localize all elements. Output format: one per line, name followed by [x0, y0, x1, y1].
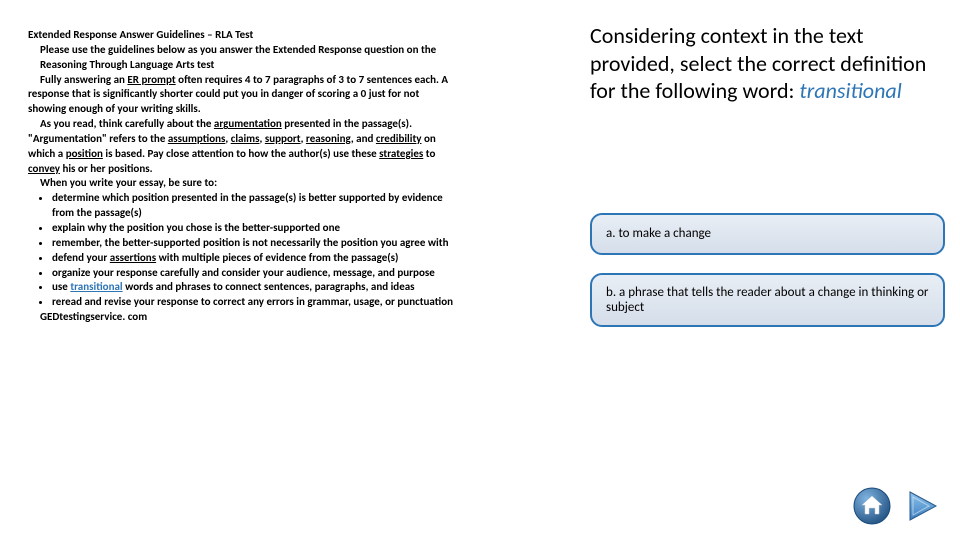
home-icon[interactable] — [852, 486, 892, 526]
bullet-4: defend your assertions with multiple pie… — [52, 251, 458, 266]
question-keyword: transitional — [799, 77, 901, 104]
bullet-3: remember, the better-supported position … — [52, 236, 458, 251]
bullet-5: organize your response carefully and con… — [52, 266, 458, 281]
answer-option-a[interactable]: a. to make a change — [590, 213, 945, 255]
guidelines-panel: Extended Response Answer Guidelines – RL… — [28, 28, 458, 325]
bullet-2: explain why the position you chose is th… — [52, 221, 458, 236]
next-icon[interactable] — [902, 486, 942, 526]
guidelines-title: Extended Response Answer Guidelines – RL… — [28, 28, 458, 43]
bullet-1: determine which position presented in th… — [52, 191, 458, 221]
guidelines-p4: When you write your essay, be sure to: — [28, 176, 458, 191]
nav-controls — [852, 486, 942, 526]
guidelines-p2: Fully answering an ER prompt often requi… — [28, 73, 458, 118]
question-text: Considering context in the text provided… — [590, 22, 945, 105]
guidelines-intro: Please use the guidelines below as you a… — [28, 43, 458, 73]
bullet-6: use transitional words and phrases to co… — [52, 280, 458, 295]
guidelines-footer: GEDtestingservice. com — [28, 310, 458, 325]
transitional-link[interactable]: transitional — [70, 280, 122, 293]
answer-a-label: a. to make a change — [606, 226, 711, 241]
bullet-7: reread and revise your response to corre… — [52, 295, 458, 310]
answer-option-b[interactable]: b. a phrase that tells the reader about … — [590, 273, 945, 327]
answer-b-label: b. a phrase that tells the reader about … — [606, 285, 929, 315]
question-panel: Considering context in the text provided… — [590, 22, 945, 327]
guidelines-bullets: determine which position presented in th… — [28, 191, 458, 310]
guidelines-p3: As you read, think carefully about the a… — [28, 117, 458, 176]
